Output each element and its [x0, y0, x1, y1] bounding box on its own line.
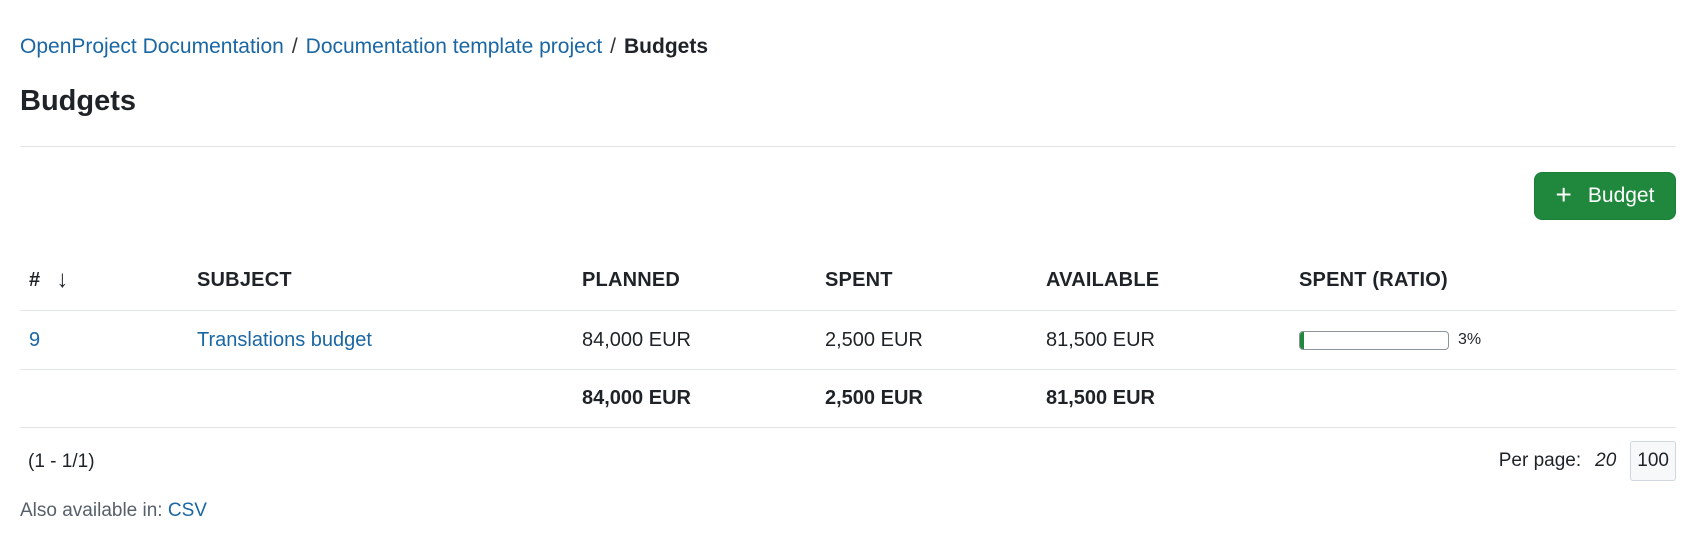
- budget-id-link[interactable]: 9: [29, 328, 41, 351]
- column-header-subject[interactable]: SUBJECT: [197, 268, 292, 291]
- budget-subject-link[interactable]: Translations budget: [197, 328, 372, 351]
- export-label: Also available in:: [20, 500, 163, 521]
- per-page-option-20[interactable]: 20: [1595, 450, 1617, 471]
- per-page-label: Per page:: [1498, 450, 1582, 471]
- breadcrumb-link-instance[interactable]: OpenProject Documentation: [20, 35, 284, 58]
- export-csv-link[interactable]: CSV: [167, 500, 207, 521]
- breadcrumb-separator: /: [291, 35, 298, 58]
- per-page-selector: Per page: 20 100: [1499, 441, 1676, 481]
- total-spent: 2,500 EUR: [825, 387, 923, 409]
- breadcrumb-link-project[interactable]: Documentation template project: [305, 35, 603, 58]
- spent-ratio-cell: 3%: [1299, 311, 1481, 369]
- add-budget-button[interactable]: + Budget: [1534, 172, 1676, 220]
- arrow-down-icon[interactable]: ↓: [56, 266, 69, 293]
- table-row: 9 Translations budget 84,000 EUR 2,500 E…: [20, 311, 1676, 370]
- available-value: 81,500 EUR: [1046, 328, 1155, 351]
- spent-value: 2,500 EUR: [825, 328, 923, 351]
- page-title: Budgets: [20, 85, 136, 117]
- pagination-range: (1 - 1/1): [28, 451, 95, 472]
- total-planned: 84,000 EUR: [582, 387, 691, 409]
- column-header-available[interactable]: AVAILABLE: [1046, 268, 1160, 291]
- export-links: Also available in: CSV: [20, 500, 207, 522]
- table-totals-row: 84,000 EUR 2,500 EUR 81,500 EUR: [20, 370, 1676, 428]
- planned-value: 84,000 EUR: [582, 328, 691, 351]
- column-header-id-label: #: [29, 268, 41, 291]
- breadcrumb-current: Budgets: [624, 35, 708, 58]
- spent-ratio-progress-fill: [1300, 331, 1305, 349]
- title-divider: [20, 146, 1676, 147]
- total-available: 81,500 EUR: [1046, 387, 1155, 409]
- breadcrumb: OpenProject Documentation / Documentation …: [20, 33, 708, 61]
- spent-ratio-progress-bar: [1299, 330, 1449, 350]
- column-header-planned[interactable]: PLANNED: [582, 268, 681, 291]
- breadcrumb-separator: /: [610, 35, 616, 58]
- spent-ratio-label: 3%: [1458, 331, 1482, 348]
- column-header-spent[interactable]: SPENT: [825, 268, 893, 291]
- table-header-row: # ↓ SUBJECT PLANNED SPENT AVAILABLE SPEN…: [20, 250, 1676, 311]
- column-header-id[interactable]: # ↓: [29, 250, 69, 310]
- add-budget-label: Budget: [1587, 184, 1655, 207]
- plus-icon: +: [1555, 178, 1572, 210]
- column-header-spent-ratio[interactable]: SPENT (RATIO): [1299, 268, 1448, 291]
- per-page-option-100[interactable]: 100: [1630, 441, 1676, 481]
- budgets-table: # ↓ SUBJECT PLANNED SPENT AVAILABLE SPEN…: [20, 250, 1676, 428]
